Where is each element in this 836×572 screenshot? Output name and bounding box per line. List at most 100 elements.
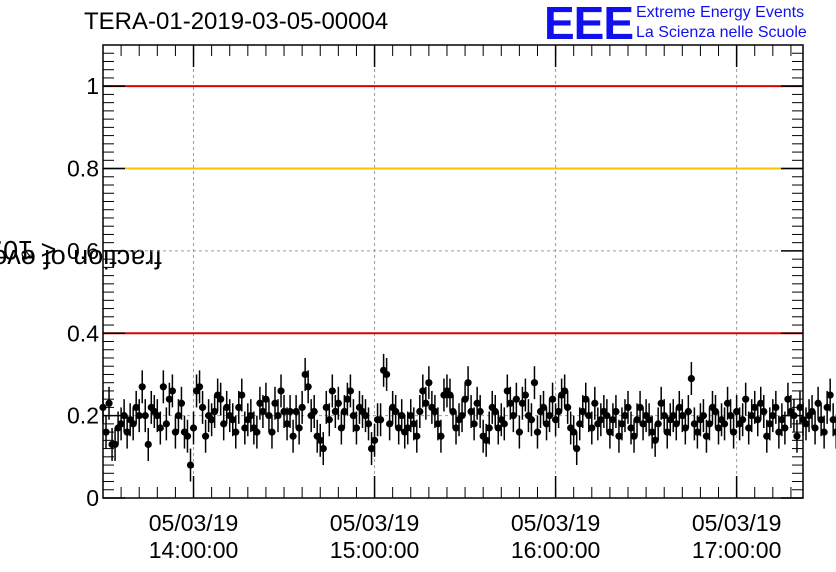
- data-point-11: [132, 403, 140, 411]
- data-point-236: [811, 424, 819, 432]
- data-point-217: [754, 416, 762, 424]
- data-point-178: [636, 403, 644, 411]
- data-point-241: [826, 391, 834, 399]
- data-point-151: [555, 407, 563, 416]
- y-tick-label-0: 0: [86, 485, 99, 511]
- x-tick-label-date-3: 05/03/19: [692, 510, 782, 536]
- data-point-173: [621, 412, 629, 420]
- data-point-191: [675, 403, 683, 411]
- x-tick-label-date-1: 05/03/19: [330, 510, 420, 536]
- data-point-147: [542, 420, 551, 428]
- data-point-53: [259, 407, 267, 416]
- plot-frame: [102, 44, 804, 499]
- data-point-29: [186, 461, 195, 469]
- data-point-176: [630, 432, 638, 440]
- x-tick-label-time-2: 16:00:00: [511, 537, 601, 563]
- data-point-2: [105, 399, 113, 407]
- data-point-62: [286, 407, 294, 416]
- data-point-68: [304, 383, 312, 391]
- y-tick-label-5: 1: [86, 73, 99, 99]
- data-point-216: [751, 403, 759, 411]
- data-point-70: [310, 407, 318, 416]
- data-point-59: [277, 387, 285, 395]
- data-point-115: [446, 391, 454, 399]
- data-point-161: [585, 412, 593, 420]
- data-point-6: [117, 420, 125, 428]
- data-point-170: [612, 407, 620, 416]
- data-point-45: [235, 403, 243, 411]
- data-point-24: [171, 428, 180, 436]
- data-point-169: [609, 416, 617, 424]
- data-point-28: [183, 432, 192, 440]
- data-point-133: [500, 420, 508, 428]
- data-point-185: [657, 399, 665, 407]
- data-point-98: [395, 424, 403, 432]
- data-point-52: [256, 399, 264, 407]
- data-point-49: [247, 412, 255, 420]
- data-point-146: [539, 403, 548, 411]
- data-point-88: [364, 420, 373, 428]
- data-point-123: [470, 420, 478, 428]
- data-point-150: [551, 416, 560, 424]
- data-point-213: [742, 395, 750, 403]
- data-point-121: [464, 379, 472, 387]
- data-point-136: [509, 412, 517, 420]
- data-point-130: [491, 407, 499, 416]
- data-point-83: [349, 412, 358, 420]
- data-point-92: [376, 416, 385, 424]
- data-point-157: [573, 444, 581, 453]
- data-point-66: [298, 403, 306, 411]
- data-point-43: [229, 416, 237, 424]
- data-point-208: [726, 412, 735, 420]
- data-point-105: [416, 407, 424, 416]
- data-point-21: [162, 420, 170, 428]
- data-point-33: [198, 403, 207, 411]
- data-point-102: [407, 412, 415, 420]
- data-point-197: [693, 428, 701, 436]
- logo-text-line2: La Scienza nelle Scuole: [636, 24, 807, 41]
- data-point-187: [663, 428, 671, 436]
- data-point-12: [135, 412, 143, 420]
- data-point-15: [144, 440, 152, 449]
- data-point-117: [452, 424, 460, 432]
- data-point-25: [174, 412, 183, 420]
- data-point-209: [730, 428, 738, 436]
- data-point-135: [506, 399, 514, 407]
- data-point-110: [431, 407, 439, 416]
- data-point-81: [343, 395, 351, 403]
- data-point-73: [319, 444, 327, 453]
- data-point-243: [832, 428, 836, 436]
- data-point-106: [419, 387, 427, 395]
- data-point-190: [672, 420, 680, 428]
- data-point-143: [530, 379, 539, 387]
- data-point-222: [769, 412, 777, 420]
- y-tick-label-3: 0.6: [67, 238, 99, 264]
- data-point-182: [648, 428, 656, 436]
- data-point-153: [561, 387, 569, 395]
- x-tick-label-date-0: 05/03/19: [149, 510, 239, 536]
- data-point-200: [702, 432, 711, 440]
- data-point-195: [687, 374, 695, 383]
- data-point-101: [404, 424, 412, 432]
- data-point-77: [331, 407, 339, 416]
- y-tick-label-4: 0.8: [67, 156, 99, 182]
- y-tick-label-2: 0.4: [67, 320, 99, 346]
- data-point-67: [301, 370, 309, 379]
- data-point-112: [437, 432, 445, 440]
- data-point-174: [624, 403, 632, 411]
- data-point-89: [367, 444, 376, 453]
- data-point-194: [684, 407, 692, 416]
- data-point-127: [482, 436, 490, 444]
- data-point-60: [280, 407, 288, 416]
- data-point-22: [165, 395, 173, 403]
- data-point-55: [265, 412, 273, 420]
- data-point-239: [820, 428, 828, 436]
- data-point-13: [138, 383, 146, 391]
- data-point-206: [720, 420, 729, 428]
- data-point-40: [220, 420, 228, 428]
- data-point-137: [512, 395, 520, 403]
- data-point-122: [467, 407, 475, 416]
- data-point-95: [386, 420, 394, 428]
- eee-logo: EEE: [544, 0, 634, 49]
- data-point-179: [639, 420, 647, 428]
